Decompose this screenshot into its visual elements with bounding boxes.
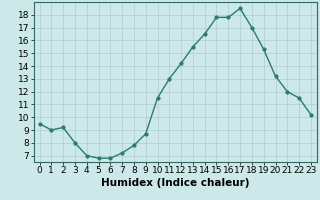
X-axis label: Humidex (Indice chaleur): Humidex (Indice chaleur) <box>101 178 250 188</box>
